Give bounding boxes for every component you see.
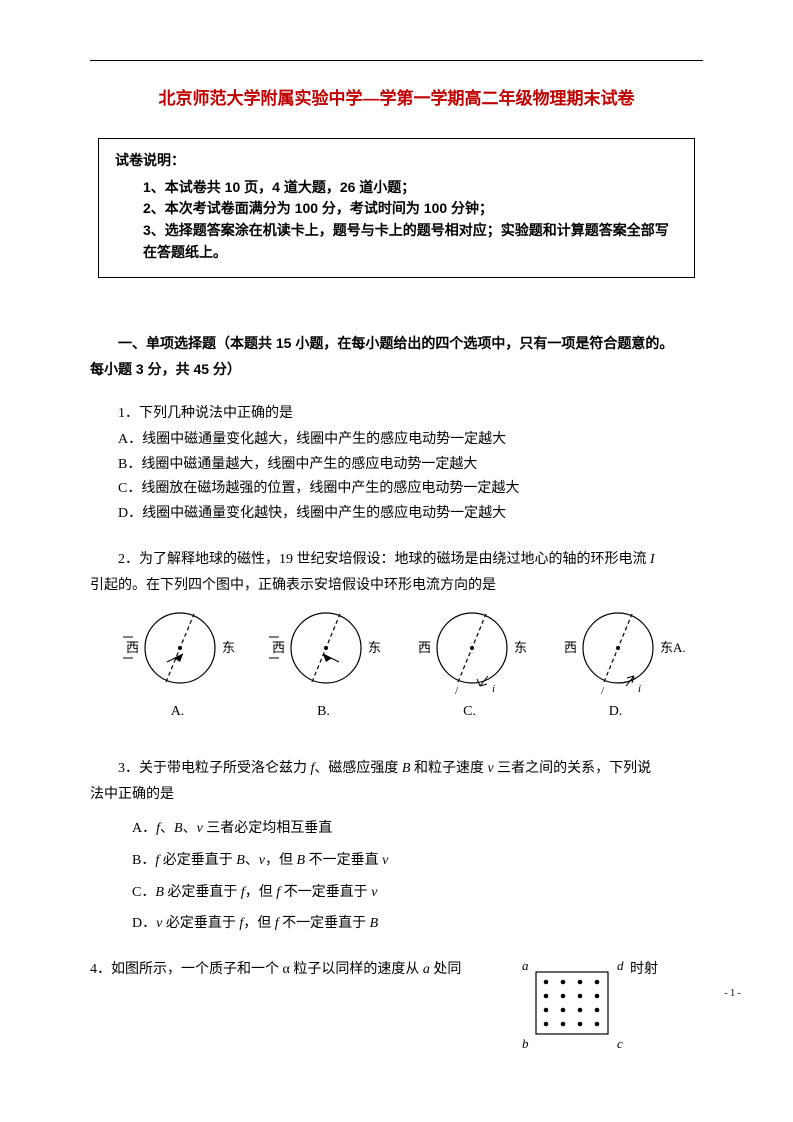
- question-option: D．线圈中磁通量变化越快，线圈中产生的感应电动势一定越大: [90, 502, 703, 526]
- question-option: B．f 必定垂直于 B、v，但 B 不一定垂直 v: [90, 849, 703, 873]
- diagram-b-icon: 西 东: [254, 606, 394, 696]
- section-heading: 一、单项选择题（本题共 15 小题，在每小题给出的四个选项中，只有一项是符合题意…: [90, 332, 703, 356]
- svg-text:d: d: [617, 958, 624, 973]
- svg-text:西: 西: [564, 640, 577, 655]
- question-stem: 1．下列几种说法中正确的是: [90, 402, 703, 426]
- top-rule: [90, 60, 703, 61]
- question-block: 3．关于带电粒子所受洛仑兹力 f、磁感应强度 B 和粒子速度 v 三者之间的关系…: [90, 757, 703, 936]
- option-d-label: D.: [546, 700, 686, 724]
- option-b-label: B.: [254, 700, 394, 724]
- option-labels-row: A. B. C. D.: [90, 700, 703, 724]
- svg-text:东A.: 东A.: [660, 640, 686, 655]
- variable-i: I: [650, 552, 655, 567]
- instruction-line: 2、本次考试卷面满分为 100 分，考试时间为 100 分钟；: [143, 198, 678, 220]
- page-title: 北京师范大学附属实验中学—学第一学期高二年级物理期末试卷: [90, 85, 703, 114]
- question-stem: 4．如图所示，一个质子和一个 α 粒子以同样的速度从 a 处同: [90, 962, 461, 977]
- svg-text:西: 西: [418, 640, 431, 655]
- svg-text:/: /: [455, 685, 459, 696]
- text: 2．为了解释地球的磁性，19 世纪安培假设：地球的磁场是由绕过地心的轴的环形电流: [118, 552, 650, 567]
- instruction-line: 1、本试卷共 10 页，4 道大题，26 道小题；: [143, 177, 678, 199]
- question-option: B．线圈中磁通量越大，线圈中产生的感应电动势一定越大: [90, 453, 703, 477]
- question-stem: 引起的。在下列四个图中，正确表示安培假设中环形电流方向的是: [90, 574, 703, 598]
- svg-text:i: i: [492, 683, 495, 695]
- svg-text:i: i: [638, 683, 641, 695]
- svg-text:东: 东: [222, 640, 235, 655]
- svg-text:西: 西: [126, 640, 139, 655]
- svg-text:西: 西: [272, 640, 285, 655]
- question-stem: 法中正确的是: [90, 783, 703, 807]
- option-a-label: A.: [108, 700, 248, 724]
- option-c-label: C.: [400, 700, 540, 724]
- question-option: C．B 必定垂直于 f，但 f 不一定垂直于 v: [90, 881, 703, 905]
- svg-text:东: 东: [514, 640, 527, 655]
- dot-field-icon: a d b c: [522, 958, 642, 1050]
- page-number: - 1 -: [724, 985, 741, 1002]
- instructions-header: 试卷说明：: [115, 149, 678, 173]
- svg-text:东: 东: [368, 640, 381, 655]
- question-block: 4．如图所示，一个质子和一个 α 粒子以同样的速度从 a 处同 时射 a d b…: [90, 958, 703, 982]
- q2-diagrams: 西 东 西 东 i 西 东 / i 西 东A. /: [90, 606, 703, 696]
- svg-text:c: c: [617, 1036, 623, 1050]
- section-heading: 每小题 3 分，共 45 分）: [90, 358, 703, 382]
- question-stem: 2．为了解释地球的磁性，19 世纪安培假设：地球的磁场是由绕过地心的轴的环形电流…: [90, 548, 703, 572]
- question-block: 1．下列几种说法中正确的是 A．线圈中磁通量变化越大，线圈中产生的感应电动势一定…: [90, 402, 703, 526]
- question-option: A．线圈中磁通量变化越大，线圈中产生的感应电动势一定越大: [90, 428, 703, 452]
- svg-text:b: b: [522, 1036, 529, 1050]
- diagram-c-icon: i 西 东 /: [400, 606, 540, 696]
- question-option: D．v 必定垂直于 f，但 f 不一定垂直于 B: [90, 912, 703, 936]
- instruction-line: 3、选择题答案涂在机读卡上，题号与卡上的题号相对应；实验题和计算题答案全部写在答…: [143, 220, 678, 263]
- question-option: C．线圈放在磁场越强的位置，线圈中产生的感应电动势一定越大: [90, 477, 703, 501]
- question-block: 2．为了解释地球的磁性，19 世纪安培假设：地球的磁场是由绕过地心的轴的环形电流…: [90, 548, 703, 598]
- svg-text:/: /: [601, 685, 605, 696]
- diagram-d-icon: i 西 东A. /: [546, 606, 686, 696]
- diagram-a-icon: 西 东: [108, 606, 248, 696]
- question-stem: 3．关于带电粒子所受洛仑兹力 f、磁感应强度 B 和粒子速度 v 三者之间的关系…: [90, 757, 703, 781]
- svg-text:a: a: [522, 958, 529, 973]
- instructions-box: 试卷说明： 1、本试卷共 10 页，4 道大题，26 道小题； 2、本次考试卷面…: [98, 138, 695, 279]
- question-option: A．f、B、v 三者必定均相互垂直: [90, 817, 703, 841]
